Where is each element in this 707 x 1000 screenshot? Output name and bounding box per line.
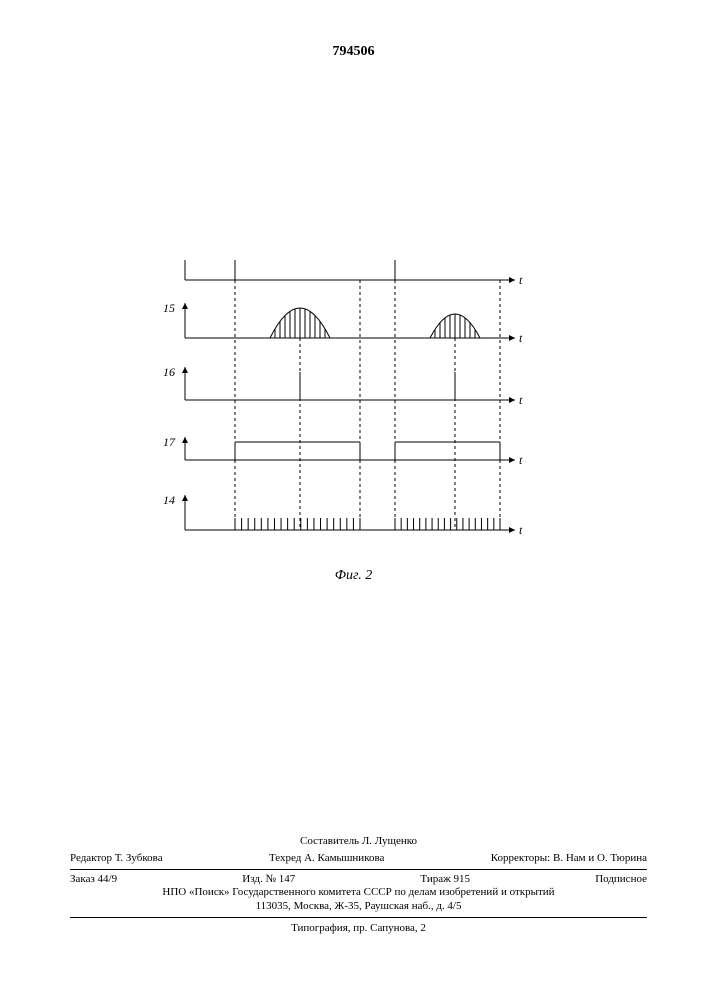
org-line: НПО «Поиск» Государственного комитета СС… [70,886,647,900]
compiler-line: Составитель Л. Лущенко [70,835,647,849]
page-number: 794506 [0,44,707,60]
svg-text:t: t [519,273,523,287]
svg-text:t: t [519,393,523,407]
imprint-footer: Составитель Л. Лущенко Редактор Т. Зубко… [70,835,647,936]
print-line: Типография, пр. Сапунова, 2 [70,922,647,936]
izd-line: Изд. № 147 [242,873,295,887]
svg-text:t: t [519,453,523,467]
svg-text:15: 15 [163,301,175,315]
editor-line: Редактор Т. Зубкова [70,852,163,866]
divider [70,917,647,918]
svg-text:14: 14 [163,493,175,507]
svg-text:17: 17 [163,435,176,449]
order-line: Заказ 44/9 [70,873,117,887]
divider [70,869,647,870]
svg-text:13: 13 [163,260,175,262]
tirage-line: Тираж 915 [420,873,470,887]
correctors-line: Корректоры: В. Нам и О. Тюрина [491,852,647,866]
figure-timing-diagram: 13 t 15 t 16 t 17 t 14 t [155,260,525,560]
svg-text:t: t [519,331,523,345]
svg-text:16: 16 [163,365,175,379]
techred-line: Техред А. Камышникова [269,852,384,866]
svg-text:t: t [519,523,523,537]
figure-caption: Фиг. 2 [0,568,707,584]
address-line: 113035, Москва, Ж-35, Раушская наб., д. … [70,900,647,914]
podpisnoe-line: Подписное [595,873,647,887]
